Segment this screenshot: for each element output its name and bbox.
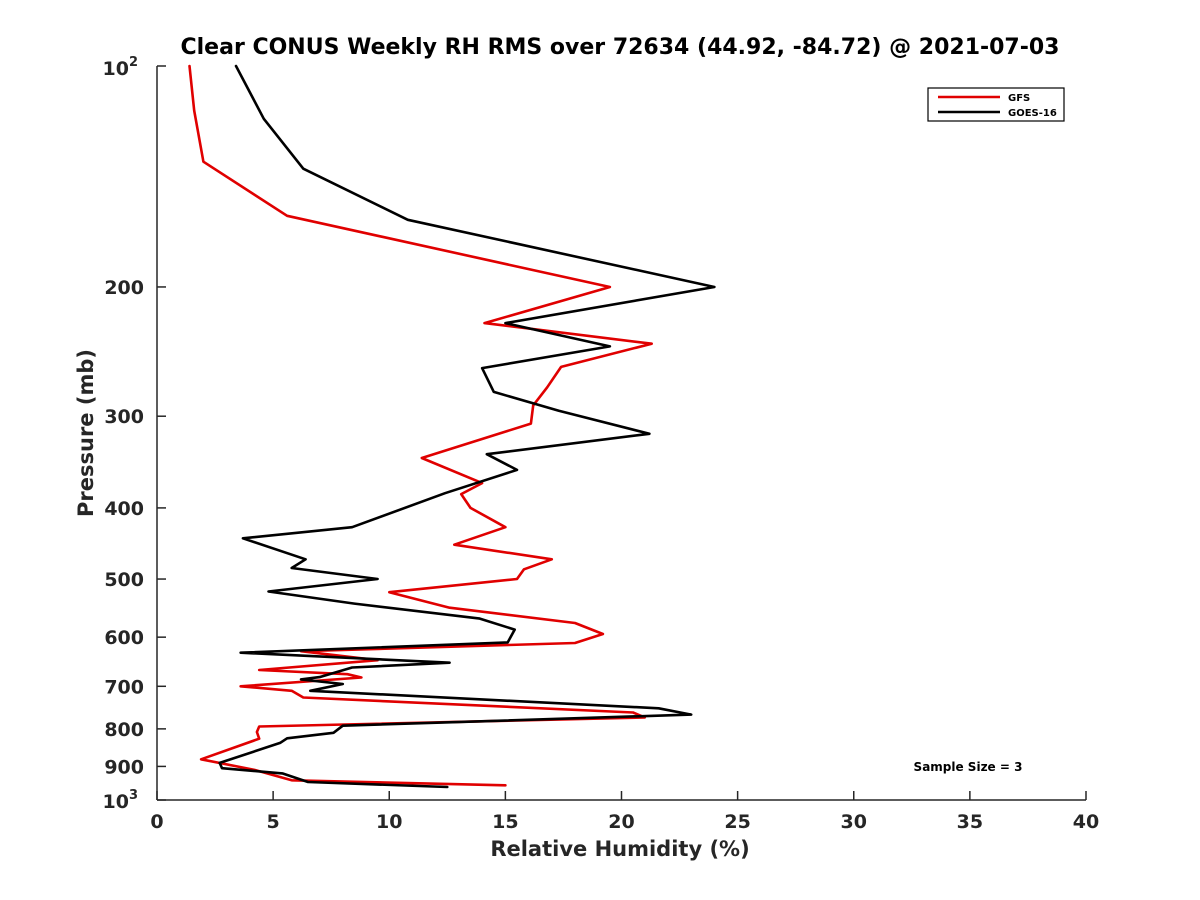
y-tick-label-bottom: 103 <box>103 788 139 813</box>
x-tick-label: 35 <box>957 811 983 833</box>
x-tick-label: 40 <box>1073 811 1099 833</box>
y-tick-label: 600 <box>104 627 144 649</box>
chart-title: Clear CONUS Weekly RH RMS over 72634 (44… <box>181 35 1060 60</box>
x-tick-label: 20 <box>608 811 634 833</box>
y-axis-title: Pressure (mb) <box>74 349 98 517</box>
x-tick-label: 5 <box>267 811 280 833</box>
x-axis-title: Relative Humidity (%) <box>490 837 749 861</box>
y-tick-bottom-exp: 3 <box>129 788 138 803</box>
legend-box <box>927 87 1065 122</box>
y-tick-label: 200 <box>104 277 144 299</box>
x-tick-label: 15 <box>492 811 518 833</box>
x-tick-label: 25 <box>724 811 750 833</box>
x-tick-label: 30 <box>841 811 867 833</box>
y-tick-label: 500 <box>104 569 144 591</box>
legend: GFS GOES-16 <box>927 87 1065 122</box>
y-tick-label: 700 <box>104 676 144 698</box>
series-layer <box>188 64 716 789</box>
y-tick-label: 300 <box>104 406 144 428</box>
y-ticks: 200 300 400 500 600 700 800 900 <box>104 65 166 801</box>
x-ticks: 0 5 10 15 20 25 30 35 40 <box>150 791 1099 833</box>
y-tick-top-exp: 2 <box>129 55 138 70</box>
y-tick-label: 900 <box>104 756 144 778</box>
y-tick-label-top: 102 <box>103 55 139 80</box>
sample-size-annotation: Sample Size = 3 <box>914 760 1023 774</box>
x-tick-label: 10 <box>376 811 402 833</box>
legend-label-goes16: GOES-16 <box>1008 108 1057 119</box>
series-line-goes16 <box>218 64 716 789</box>
y-tick-label: 400 <box>104 498 144 520</box>
y-tick-top-base: 10 <box>103 58 129 80</box>
x-tick-label: 0 <box>150 811 163 833</box>
y-tick-bottom-base: 10 <box>103 791 129 813</box>
legend-label-gfs: GFS <box>1008 93 1030 104</box>
y-tick-label: 800 <box>104 719 144 741</box>
